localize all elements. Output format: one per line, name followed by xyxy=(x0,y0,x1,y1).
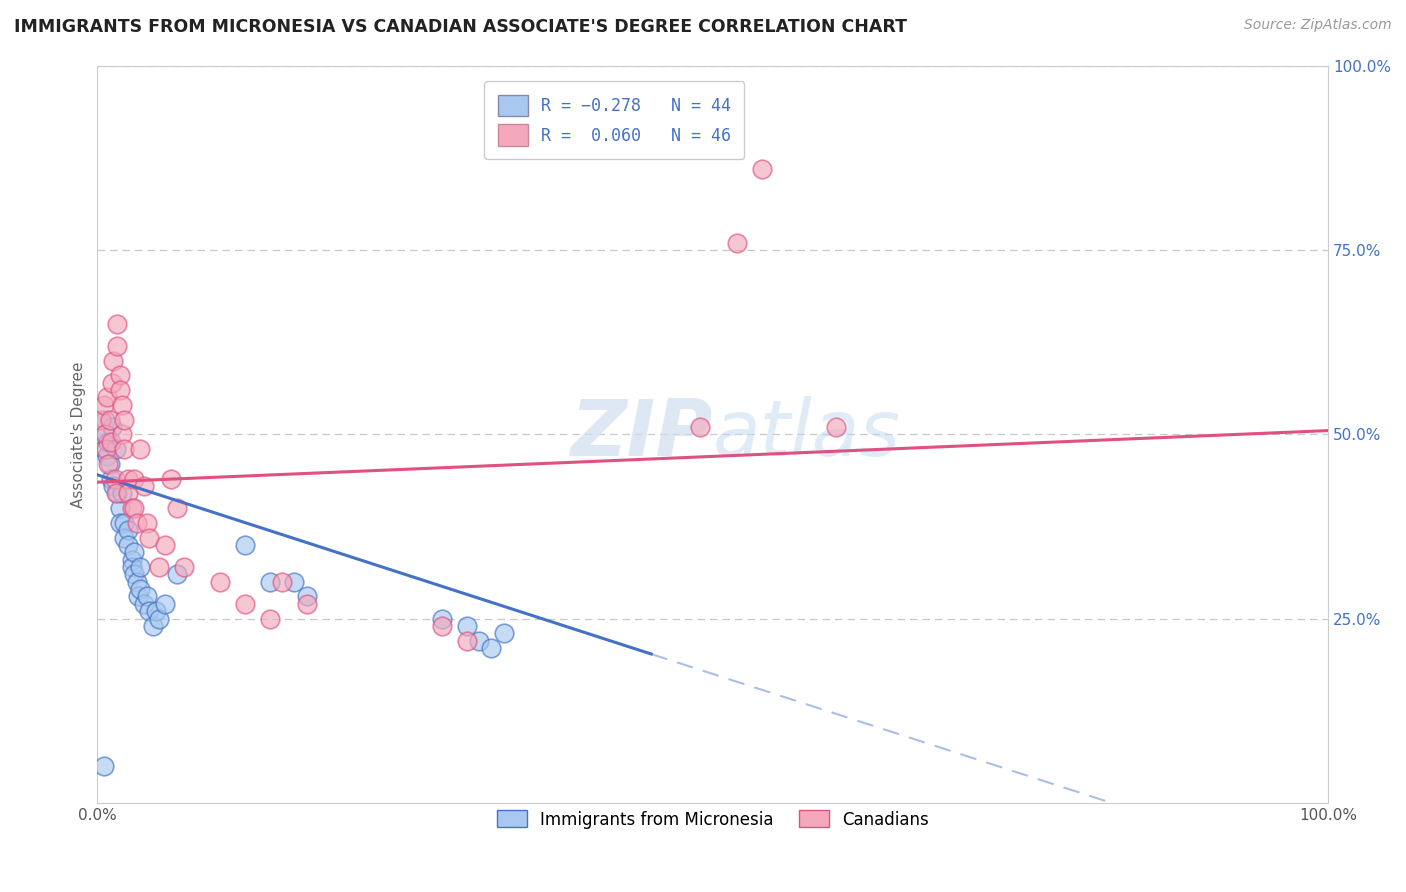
Point xyxy=(103,471,125,485)
Point xyxy=(105,486,128,500)
Legend: Immigrants from Micronesia, Canadians: Immigrants from Micronesia, Canadians xyxy=(491,804,935,835)
Point xyxy=(105,339,128,353)
Point xyxy=(271,574,294,589)
Text: ZIP: ZIP xyxy=(571,396,713,472)
Point xyxy=(166,501,188,516)
Point xyxy=(101,376,124,390)
Point xyxy=(112,516,135,530)
Point xyxy=(148,612,170,626)
Point xyxy=(751,161,773,176)
Y-axis label: Associate's Degree: Associate's Degree xyxy=(72,361,86,508)
Point xyxy=(283,574,305,589)
Point xyxy=(104,442,127,456)
Point xyxy=(112,412,135,426)
Point xyxy=(233,538,256,552)
Point xyxy=(105,317,128,331)
Point xyxy=(148,560,170,574)
Point xyxy=(111,486,134,500)
Point xyxy=(160,471,183,485)
Point xyxy=(124,567,146,582)
Point xyxy=(824,420,846,434)
Point xyxy=(134,597,156,611)
Point xyxy=(233,597,256,611)
Point xyxy=(121,501,143,516)
Point xyxy=(96,391,118,405)
Point xyxy=(153,597,176,611)
Point xyxy=(93,412,115,426)
Point xyxy=(104,486,127,500)
Point xyxy=(100,434,122,449)
Point xyxy=(129,442,152,456)
Point xyxy=(430,612,453,626)
Point xyxy=(142,619,165,633)
Point xyxy=(94,427,117,442)
Point xyxy=(124,501,146,516)
Point xyxy=(121,560,143,574)
Point xyxy=(295,590,318,604)
Point xyxy=(125,516,148,530)
Point xyxy=(689,420,711,434)
Point xyxy=(108,516,131,530)
Point xyxy=(93,759,115,773)
Point xyxy=(103,353,125,368)
Point xyxy=(456,633,478,648)
Point xyxy=(101,420,124,434)
Point xyxy=(90,412,112,426)
Point xyxy=(117,471,139,485)
Point xyxy=(295,597,318,611)
Point xyxy=(166,567,188,582)
Point xyxy=(153,538,176,552)
Point xyxy=(121,552,143,566)
Point xyxy=(111,427,134,442)
Point xyxy=(96,450,118,464)
Text: Source: ZipAtlas.com: Source: ZipAtlas.com xyxy=(1244,18,1392,32)
Point xyxy=(93,427,115,442)
Point xyxy=(124,471,146,485)
Point xyxy=(108,383,131,397)
Point xyxy=(97,457,120,471)
Point xyxy=(468,633,491,648)
Point xyxy=(93,442,115,456)
Point xyxy=(134,479,156,493)
Point xyxy=(135,590,157,604)
Point xyxy=(93,398,115,412)
Point xyxy=(259,612,281,626)
Point xyxy=(98,457,121,471)
Point xyxy=(456,619,478,633)
Point xyxy=(138,604,160,618)
Point xyxy=(125,574,148,589)
Point xyxy=(100,471,122,485)
Point xyxy=(94,442,117,456)
Point xyxy=(135,516,157,530)
Point xyxy=(259,574,281,589)
Point xyxy=(108,368,131,383)
Point xyxy=(145,604,167,618)
Point xyxy=(124,545,146,559)
Point xyxy=(117,486,139,500)
Point xyxy=(97,434,120,449)
Point xyxy=(112,531,135,545)
Point xyxy=(117,538,139,552)
Point xyxy=(117,523,139,537)
Point xyxy=(492,626,515,640)
Point xyxy=(209,574,232,589)
Point xyxy=(129,582,152,596)
Point xyxy=(725,235,748,250)
Point xyxy=(98,412,121,426)
Point xyxy=(112,442,135,456)
Point xyxy=(173,560,195,574)
Point xyxy=(479,641,502,656)
Point xyxy=(108,501,131,516)
Text: atlas: atlas xyxy=(713,396,901,472)
Point xyxy=(111,398,134,412)
Point xyxy=(127,590,149,604)
Point xyxy=(103,479,125,493)
Text: IMMIGRANTS FROM MICRONESIA VS CANADIAN ASSOCIATE'S DEGREE CORRELATION CHART: IMMIGRANTS FROM MICRONESIA VS CANADIAN A… xyxy=(14,18,907,36)
Point xyxy=(138,531,160,545)
Point xyxy=(430,619,453,633)
Point xyxy=(129,560,152,574)
